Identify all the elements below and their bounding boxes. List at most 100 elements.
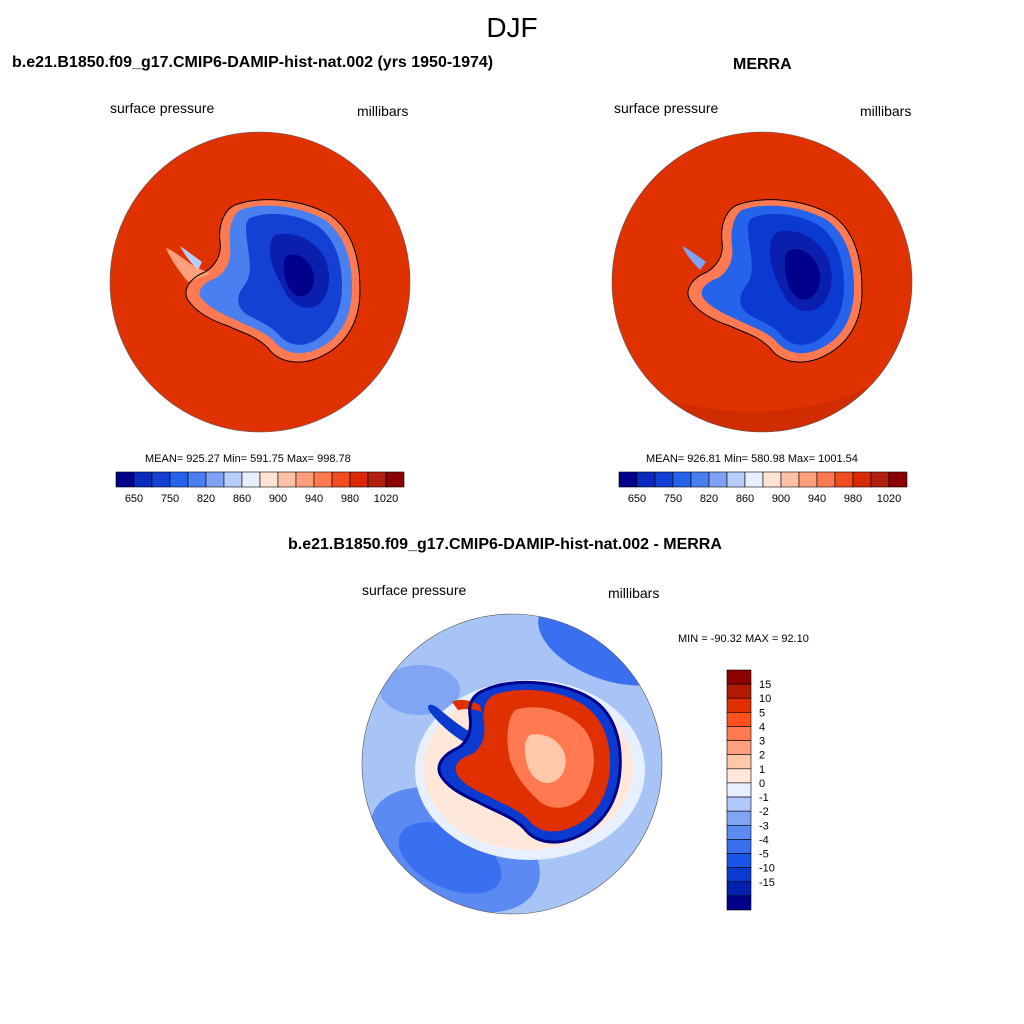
panel-3-colorbar-swatch <box>726 824 752 840</box>
panel-3-colorbar-swatch <box>726 853 752 868</box>
panel-2-colorbar-tick-label: 1020 <box>877 493 901 505</box>
panel-1-colorbar-swatch <box>133 471 153 488</box>
panel-3-colorbar-swatch <box>726 839 752 854</box>
panel-1-colorbar-tick-label: 820 <box>197 493 215 505</box>
panel-1-title: b.e21.B1850.f09_g17.CMIP6-DAMIP-hist-nat… <box>12 54 494 71</box>
panel-3-colorbar-tick-label: 2 <box>759 750 765 762</box>
panel-1-colorbar-tick-label: 1020 <box>374 493 398 505</box>
panel-2-colorbar-tick-label: 820 <box>700 493 718 505</box>
panel-1-antarctica <box>166 199 360 363</box>
panel-2-ocean <box>612 132 912 432</box>
panel-1-colorbar-swatch <box>349 471 369 488</box>
panel-2-colorbar-swatch <box>762 471 782 488</box>
panel-2-stats: MEAN= 926.81 Min= 580.98 Max= 1001.54 <box>646 453 858 465</box>
panel-1-ocean <box>110 132 410 432</box>
panel-3-colorbar-tick-label: 3 <box>759 736 765 748</box>
panel-2-coastline <box>687 199 863 363</box>
panel-1-colorbar-swatch <box>205 471 225 488</box>
panel-2-colorbar-tick-label: 980 <box>844 493 862 505</box>
panel-3-variable-label: surface pressure <box>362 582 467 598</box>
panel-2-colorbar-swatch <box>672 471 692 488</box>
panel-2-antarctica <box>682 199 862 363</box>
panel-1-colorbar-swatch <box>331 471 351 488</box>
panel-3-colorbar-tick-label: -4 <box>759 834 769 846</box>
panel-1-colorbar-swatch <box>151 471 171 488</box>
panel-3-colorbar-swatch <box>726 810 752 826</box>
panel-1-colorbar-swatch <box>295 471 315 488</box>
panel-2-colorbar-swatch <box>708 471 728 488</box>
panel-3-colorbar-swatch <box>726 726 752 741</box>
panel-3-units-label: millibars <box>608 585 660 601</box>
panel-2-colorbar-swatch <box>726 471 746 488</box>
panel-2-title: MERRA <box>733 56 792 73</box>
panel-1-coastline <box>185 199 361 363</box>
panel-3-antarctica <box>427 682 621 843</box>
panel-3-colorbar-swatch <box>726 712 752 727</box>
panel-3-stats: MIN = -90.32 MAX = 92.10 <box>678 633 809 645</box>
panel-2-colorbar-swatch <box>690 471 710 488</box>
panel-2-colorbar-swatch <box>888 471 908 488</box>
panel-3-colorbar-tick-label: -1 <box>759 792 769 804</box>
panel-2-colorbar-swatch <box>744 471 764 488</box>
panel-3-title: b.e21.B1850.f09_g17.CMIP6-DAMIP-hist-nat… <box>288 536 722 553</box>
panel-1-colorbar-tick-label: 900 <box>269 493 287 505</box>
panel-1-stats: MEAN= 925.27 Min= 591.75 Max= 998.78 <box>145 453 351 465</box>
panel-2-colorbar-tick-label: 650 <box>628 493 646 505</box>
panel-1-units-label: millibars <box>357 103 409 119</box>
panel-3-colorbar-tick-label: 1 <box>759 764 765 776</box>
panel-3-colorbar-swatch <box>726 895 752 911</box>
panel-2-colorbar-swatch <box>798 471 818 488</box>
panel-2-colorbar-tick-label: 750 <box>664 493 682 505</box>
panel-1-colorbar-swatch <box>115 471 135 488</box>
panel-3-colorbar-tick-label: -5 <box>759 849 769 861</box>
panel-3-colorbar-swatch <box>726 782 752 798</box>
panel-3-ocean <box>362 614 662 914</box>
panel-3-colorbar-tick-label: -15 <box>759 877 775 889</box>
panel-1-colorbar-swatch <box>385 471 405 488</box>
panel-3-colorbar-swatch <box>726 881 752 897</box>
panel-2-units-label: millibars <box>860 103 912 119</box>
panel-2-colorbar-swatch <box>870 471 890 488</box>
panel-2-colorbar-swatch <box>852 471 872 488</box>
panel-1-colorbar-swatch <box>241 471 261 488</box>
panel-2-colorbar-swatch <box>654 471 674 488</box>
panel-2-colorbar-swatch <box>780 471 800 488</box>
panel-3-colorbar-swatch <box>726 669 752 685</box>
panel-1-colorbar-swatch <box>277 471 297 488</box>
panel-1-colorbar-tick-label: 750 <box>161 493 179 505</box>
panel-3-colorbar-swatch <box>726 796 752 812</box>
panel-3-colorbar-tick-label: -2 <box>759 806 769 818</box>
figure-title: DJF <box>486 12 538 43</box>
panel-2-colorbar-swatch <box>816 471 836 488</box>
panel-1-colorbar-swatch <box>187 471 207 488</box>
panel-2-polar-map <box>612 132 912 432</box>
panel-2-colorbar-swatch <box>636 471 656 488</box>
panel-1-colorbar-tick-label: 940 <box>305 493 323 505</box>
panel-3-colorbar-tick-label: 5 <box>759 707 765 719</box>
panel-3-colorbar-swatch <box>726 697 752 713</box>
panel-2-colorbar-swatch <box>618 471 638 488</box>
panel-1-variable-label: surface pressure <box>110 100 215 116</box>
panel-3-colorbar-tick-label: 10 <box>759 693 771 705</box>
panel-3-colorbar-tick-label: -10 <box>759 863 775 875</box>
panel-1-colorbar-swatch <box>367 471 387 488</box>
panel-3-colorbar-tick-label: -3 <box>759 820 769 832</box>
panel-2-colorbar-tick-label: 940 <box>808 493 826 505</box>
panel-1-colorbar-swatch <box>259 471 279 488</box>
panel-1-colorbar-tick-label: 980 <box>341 493 359 505</box>
panel-1-colorbar-swatch <box>169 471 189 488</box>
panel-3-colorbar-swatch <box>726 754 752 770</box>
panel-1-colorbar-swatch <box>223 471 243 488</box>
panel-3-colorbar-swatch <box>726 768 752 784</box>
panel-3-colorbar-swatch <box>726 740 752 756</box>
panel-2-colorbar-tick-label: 860 <box>736 493 754 505</box>
panel-3-colorbar-tick-label: 0 <box>759 778 765 790</box>
panel-1-colorbar-tick-label: 860 <box>233 493 251 505</box>
panel-3-polar-map <box>362 614 662 914</box>
panel-3-colorbar-tick-label: 4 <box>759 721 765 733</box>
panel-3-colorbar-tick-label: 15 <box>759 679 771 691</box>
